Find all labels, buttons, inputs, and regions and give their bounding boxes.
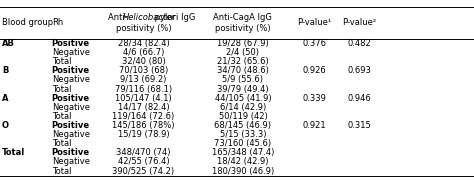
- Text: 348/470 (74): 348/470 (74): [116, 148, 171, 157]
- Text: Negative: Negative: [52, 103, 90, 112]
- Text: 70/103 (68): 70/103 (68): [119, 66, 168, 75]
- Text: 0.376: 0.376: [302, 39, 326, 48]
- Text: 32/40 (80): 32/40 (80): [121, 57, 165, 66]
- Text: Negative: Negative: [52, 75, 90, 84]
- Text: 2/4 (50): 2/4 (50): [227, 48, 259, 57]
- Text: Total: Total: [2, 148, 25, 157]
- Text: 18/42 (42.9): 18/42 (42.9): [217, 157, 269, 166]
- Text: 0.926: 0.926: [302, 66, 326, 75]
- Text: Negative: Negative: [52, 130, 90, 139]
- Text: 79/116 (68.1): 79/116 (68.1): [115, 85, 172, 94]
- Text: 73/160 (45.6): 73/160 (45.6): [214, 139, 272, 148]
- Text: 5/9 (55.6): 5/9 (55.6): [222, 75, 264, 84]
- Text: Anti-: Anti-: [109, 13, 131, 22]
- Text: 15/19 (78.9): 15/19 (78.9): [118, 130, 169, 139]
- Text: Positive: Positive: [52, 39, 90, 48]
- Text: Helicobacter: Helicobacter: [123, 13, 176, 22]
- Text: 0.339: 0.339: [302, 94, 326, 103]
- Text: Total: Total: [52, 139, 71, 148]
- Text: 0.921: 0.921: [302, 121, 326, 130]
- Text: Rh: Rh: [52, 18, 63, 27]
- Text: pylori IgG: pylori IgG: [152, 13, 195, 22]
- Text: P-value¹: P-value¹: [297, 18, 331, 27]
- Text: O: O: [2, 121, 9, 130]
- Text: 119/164 (72.6): 119/164 (72.6): [112, 112, 174, 121]
- Text: Positive: Positive: [52, 94, 90, 103]
- Text: Anti-CagA IgG: Anti-CagA IgG: [213, 13, 273, 22]
- Text: Total: Total: [52, 167, 71, 176]
- Text: 0.482: 0.482: [347, 39, 371, 48]
- Text: Negative: Negative: [52, 157, 90, 166]
- Text: 14/17 (82.4): 14/17 (82.4): [118, 103, 169, 112]
- Text: 105/147 (4.1): 105/147 (4.1): [115, 94, 172, 103]
- Text: Positive: Positive: [52, 148, 90, 157]
- Text: 0.946: 0.946: [347, 94, 371, 103]
- Text: P-value²: P-value²: [342, 18, 376, 27]
- Text: 0.693: 0.693: [347, 66, 371, 75]
- Text: Positive: Positive: [52, 66, 90, 75]
- Text: Blood group: Blood group: [2, 18, 53, 27]
- Text: 9/13 (69.2): 9/13 (69.2): [120, 75, 166, 84]
- Text: 68/145 (46.9): 68/145 (46.9): [214, 121, 272, 130]
- Text: 5/15 (33.3): 5/15 (33.3): [219, 130, 266, 139]
- Text: Total: Total: [52, 85, 71, 94]
- Text: 180/390 (46.9): 180/390 (46.9): [212, 167, 274, 176]
- Text: Negative: Negative: [52, 48, 90, 57]
- Text: 6/14 (42.9): 6/14 (42.9): [220, 103, 266, 112]
- Text: 145/186 (78%): 145/186 (78%): [112, 121, 174, 130]
- Text: 50/119 (42): 50/119 (42): [219, 112, 267, 121]
- Text: B: B: [2, 66, 8, 75]
- Text: 4/6 (66.7): 4/6 (66.7): [123, 48, 164, 57]
- Text: 21/32 (65.6): 21/32 (65.6): [217, 57, 269, 66]
- Text: 165/348 (47.4): 165/348 (47.4): [212, 148, 274, 157]
- Text: Positive: Positive: [52, 121, 90, 130]
- Text: positivity (%): positivity (%): [116, 24, 171, 33]
- Text: positivity (%): positivity (%): [215, 24, 271, 33]
- Text: Total: Total: [52, 112, 71, 121]
- Text: 39/79 (49.4): 39/79 (49.4): [217, 85, 269, 94]
- Text: AB: AB: [2, 39, 15, 48]
- Text: 390/525 (74.2): 390/525 (74.2): [112, 167, 174, 176]
- Text: 44/105 (41.9): 44/105 (41.9): [215, 94, 271, 103]
- Text: 19/28 (67.9): 19/28 (67.9): [217, 39, 269, 48]
- Text: 28/34 (82.4): 28/34 (82.4): [118, 39, 169, 48]
- Text: A: A: [2, 94, 9, 103]
- Text: 42/55 (76.4): 42/55 (76.4): [118, 157, 169, 166]
- Text: 0.315: 0.315: [347, 121, 371, 130]
- Text: Total: Total: [52, 57, 71, 66]
- Text: 34/70 (48.6): 34/70 (48.6): [217, 66, 269, 75]
